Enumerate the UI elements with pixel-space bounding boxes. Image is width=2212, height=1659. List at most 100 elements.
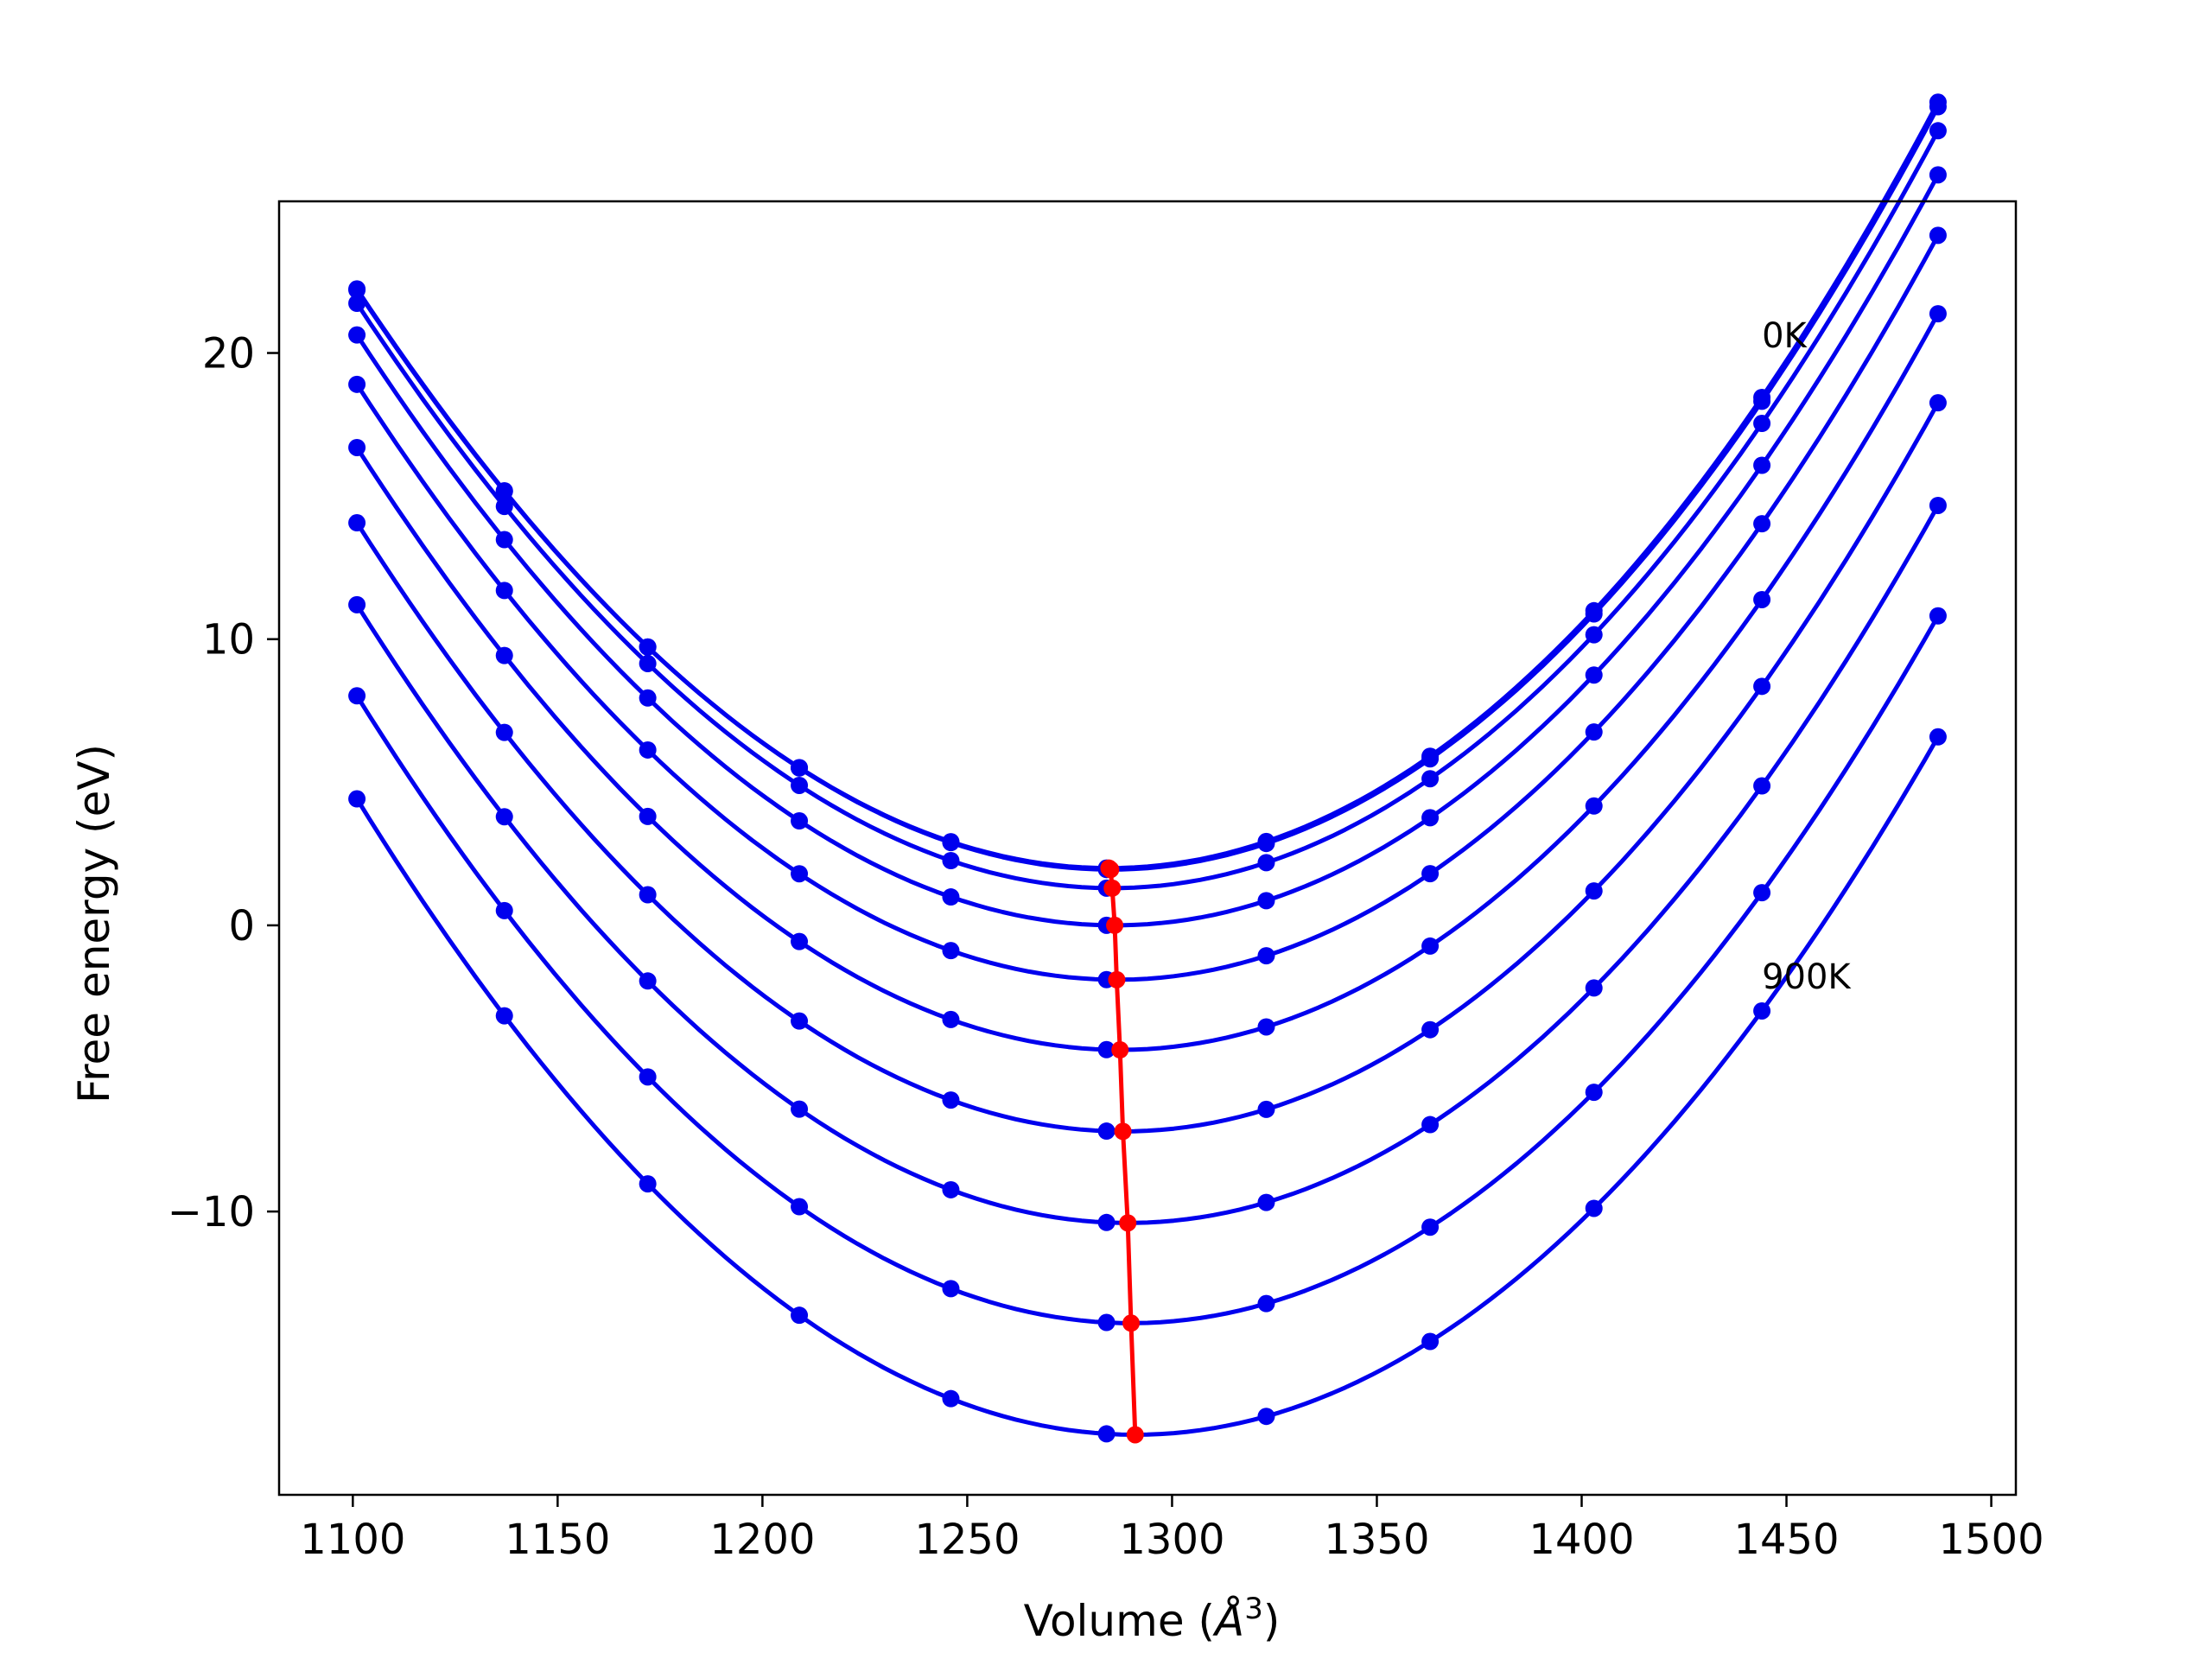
x-tick-label-1350: 1350 — [1324, 1516, 1429, 1564]
data-point-2-7 — [1421, 770, 1440, 788]
data-point-1-4 — [942, 834, 960, 852]
data-point-9-5 — [1097, 1425, 1116, 1443]
data-point-9-10 — [1929, 728, 1947, 746]
data-point-6-8 — [1585, 882, 1603, 900]
series-line-9 — [354, 735, 1941, 1437]
x-tick-label-1450: 1450 — [1733, 1516, 1839, 1564]
data-point-1-7 — [1421, 750, 1440, 768]
data-point-9-1 — [495, 1007, 513, 1025]
data-point-9-6 — [1257, 1408, 1275, 1426]
data-point-7-4 — [942, 1180, 960, 1198]
axes-frame — [277, 200, 2018, 1497]
data-point-4-1 — [495, 582, 513, 600]
data-point-3-2 — [639, 689, 657, 707]
data-point-2-9 — [1753, 415, 1771, 433]
y-axis-ticks: −10 0 10 20 — [168, 330, 279, 1236]
data-point-3-8 — [1585, 666, 1603, 684]
data-point-7-10 — [1929, 496, 1947, 514]
data-point-6-3 — [791, 1012, 809, 1030]
series-line-3 — [355, 174, 1941, 928]
data-point-9-4 — [942, 1389, 960, 1408]
data-point-4-4 — [942, 942, 960, 960]
x-tick-label-1400: 1400 — [1529, 1516, 1634, 1564]
equilibrium-point-7 — [1119, 1214, 1137, 1232]
data-point-8-9 — [1753, 884, 1771, 902]
data-point-4-6 — [1257, 947, 1275, 965]
equilibrium-point-3 — [1106, 916, 1124, 934]
x-tick-label-1250: 1250 — [914, 1516, 1020, 1564]
equilibrium-point-8 — [1122, 1314, 1141, 1332]
free-energy-curves — [348, 93, 1947, 1443]
y-tick-label-1: 0 — [228, 902, 255, 950]
data-point-3-10 — [1929, 166, 1947, 184]
equilibrium-point-9 — [1126, 1426, 1144, 1444]
data-point-6-9 — [1753, 677, 1771, 696]
data-point-9-8 — [1585, 1199, 1603, 1217]
plot-frame — [277, 200, 2018, 1497]
data-point-6-5 — [1097, 1122, 1116, 1141]
data-point-5-0 — [348, 438, 366, 456]
data-point-3-1 — [495, 531, 513, 549]
y-tick-label-3: 20 — [202, 330, 255, 378]
data-point-1-10 — [1929, 98, 1947, 116]
data-point-9-0 — [348, 790, 366, 808]
data-point-4-2 — [639, 741, 657, 759]
data-point-6-4 — [942, 1091, 960, 1109]
x-axis-ticks: 1100 1150 1200 1250 1300 1350 1400 1450 1500 — [300, 1495, 2044, 1564]
data-point-7-1 — [495, 808, 513, 826]
data-point-3-6 — [1257, 892, 1275, 910]
data-point-1-3 — [791, 759, 809, 777]
data-point-2-2 — [639, 654, 657, 672]
data-point-8-7 — [1421, 1218, 1440, 1236]
data-point-5-5 — [1097, 1040, 1116, 1058]
data-point-7-7 — [1421, 1116, 1440, 1134]
data-point-8-4 — [942, 1280, 960, 1298]
data-point-7-6 — [1257, 1193, 1275, 1211]
series-line-6 — [354, 401, 1941, 1134]
x-tick-label-1150: 1150 — [505, 1516, 610, 1564]
data-point-7-0 — [348, 595, 366, 613]
data-point-2-3 — [791, 776, 809, 794]
equilibrium-point-1 — [1102, 861, 1120, 879]
data-point-6-7 — [1421, 1020, 1440, 1039]
data-point-9-3 — [791, 1306, 809, 1325]
data-point-8-3 — [791, 1198, 809, 1216]
data-point-2-6 — [1257, 854, 1275, 872]
data-point-2-0 — [348, 295, 366, 313]
series-line-2 — [355, 130, 1941, 891]
data-point-1-8 — [1585, 605, 1603, 623]
data-point-7-3 — [791, 1100, 809, 1118]
data-point-2-10 — [1929, 122, 1947, 140]
data-point-1-0 — [348, 280, 366, 298]
data-point-4-3 — [791, 865, 809, 883]
y-axis-label: Free energy (eV) — [69, 744, 119, 1103]
data-point-9-9 — [1753, 1001, 1771, 1020]
x-tick-label-1500: 1500 — [1938, 1516, 2044, 1564]
data-point-1-2 — [639, 638, 657, 656]
data-point-9-7 — [1421, 1332, 1440, 1351]
equilibrium-point-2 — [1103, 879, 1122, 897]
data-point-6-6 — [1257, 1100, 1275, 1118]
data-point-5-4 — [942, 1010, 960, 1028]
data-point-1-9 — [1753, 392, 1771, 410]
data-point-3-0 — [348, 326, 366, 344]
data-point-3-9 — [1753, 456, 1771, 474]
annotation-1: 900K — [1762, 957, 1852, 997]
data-point-6-10 — [1929, 394, 1947, 412]
data-point-4-10 — [1929, 226, 1947, 245]
series-line-7 — [354, 504, 1941, 1225]
series-line-5 — [355, 312, 1941, 1052]
equilibrium-point-6 — [1114, 1122, 1132, 1141]
data-point-8-1 — [495, 901, 513, 919]
data-point-2-1 — [495, 498, 513, 516]
data-point-5-9 — [1753, 590, 1771, 608]
equilibrium-point-5 — [1111, 1040, 1129, 1058]
data-point-7-2 — [639, 972, 657, 990]
data-point-2-4 — [942, 851, 960, 869]
annotation-0: 0K — [1762, 316, 1808, 356]
data-point-5-1 — [495, 646, 513, 664]
data-point-1-6 — [1257, 835, 1275, 853]
data-point-7-5 — [1097, 1213, 1116, 1231]
